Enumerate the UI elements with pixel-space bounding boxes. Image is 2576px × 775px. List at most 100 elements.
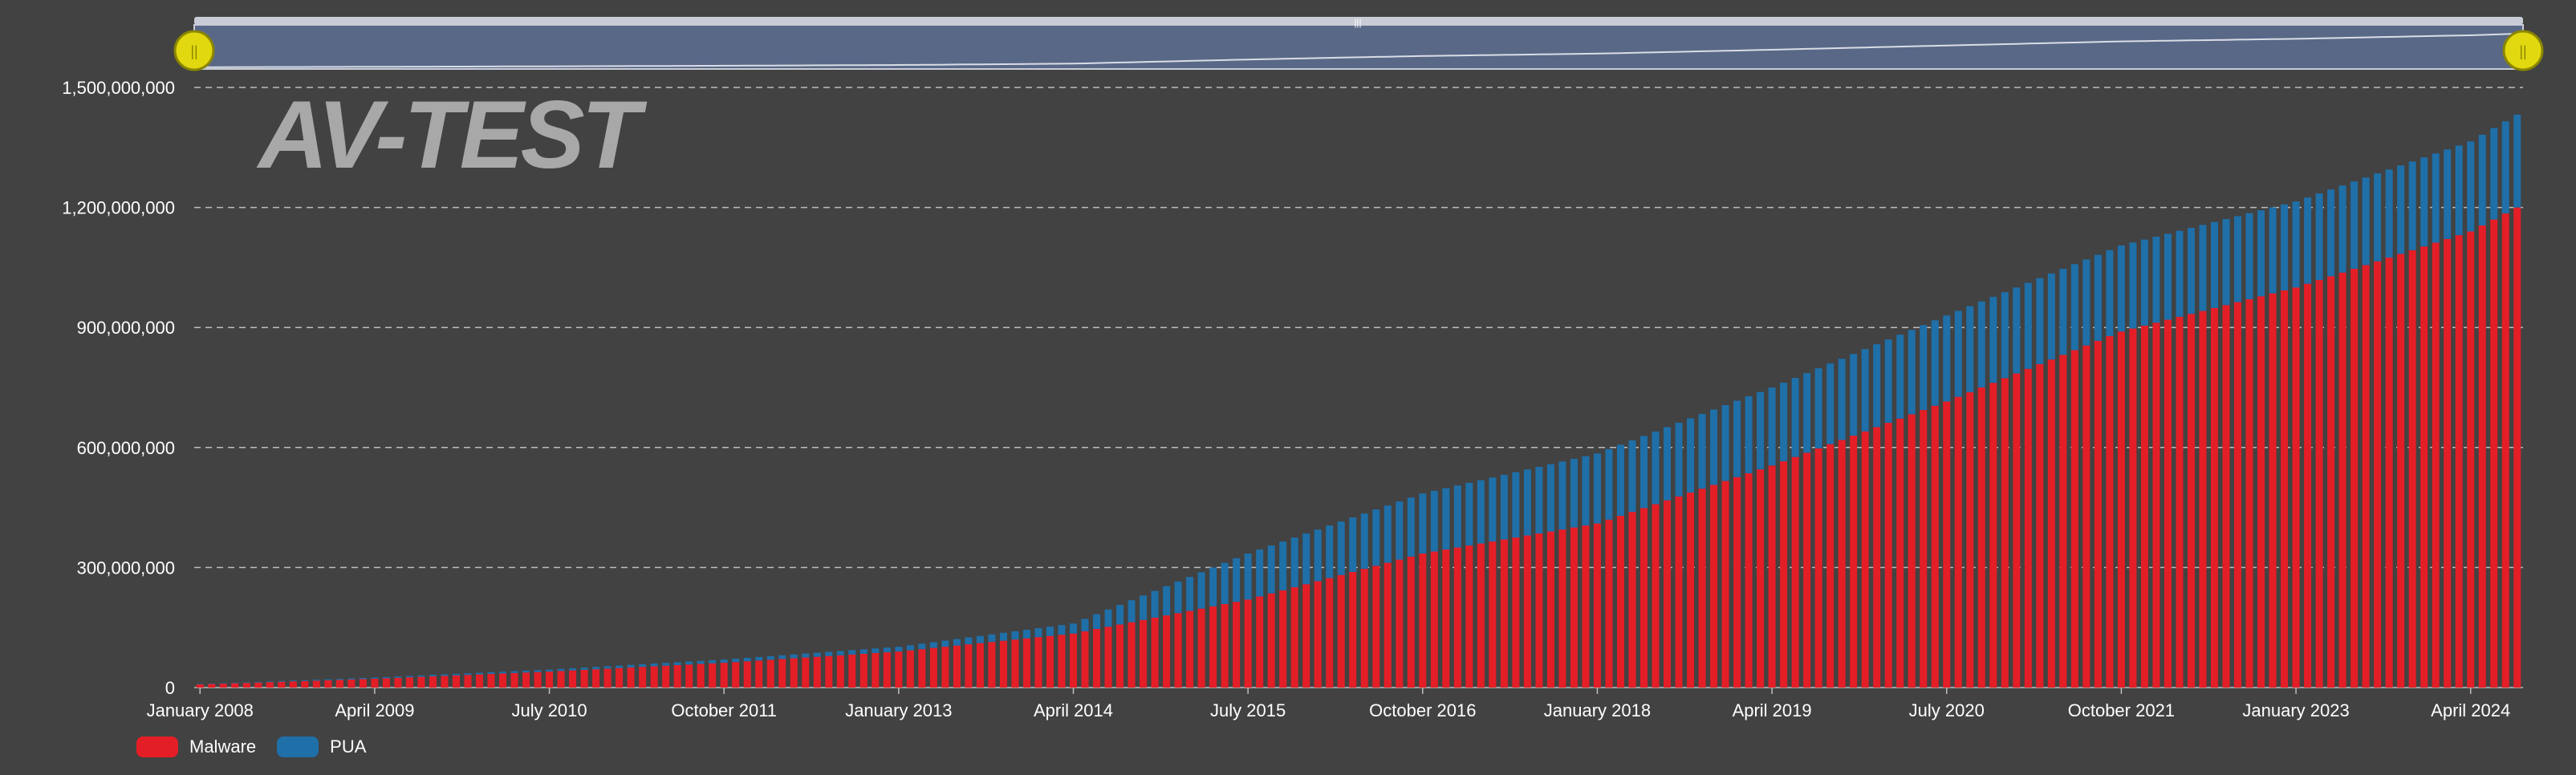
bar-pua[interactable] [1616,444,1624,516]
bar-pua[interactable] [802,653,810,658]
bar-malware[interactable] [2350,269,2359,688]
bar-pua[interactable] [1140,595,1148,620]
bar-pua[interactable] [1920,325,1928,411]
range-navigator[interactable]: ||| || || [173,17,2544,71]
bar-malware[interactable] [2245,298,2253,688]
bar-pua[interactable] [1523,469,1531,536]
bar-malware[interactable] [1780,461,1788,688]
navigator-grip-icon[interactable]: ||| [1354,17,1361,28]
bar-malware[interactable] [2140,325,2148,688]
bar-pua[interactable] [1011,631,1019,640]
bar-malware[interactable] [720,663,728,688]
bar-pua[interactable] [405,676,413,678]
bar-malware[interactable] [1920,410,1928,688]
bar-malware[interactable] [1174,613,1182,688]
bar-malware[interactable] [1337,574,1345,688]
bar-malware[interactable] [324,680,332,688]
bar-pua[interactable] [848,650,856,655]
bar-pua[interactable] [1174,581,1182,614]
bar-pua[interactable] [1290,538,1298,587]
bar-malware[interactable] [929,647,937,688]
bar-malware[interactable] [2501,213,2509,688]
bar-pua[interactable] [918,643,926,650]
bar-malware[interactable] [1582,525,1590,688]
bar-pua[interactable] [1419,493,1427,554]
bar-pua[interactable] [1070,623,1078,634]
bar-pua[interactable] [2292,201,2300,288]
bar-pua[interactable] [1477,480,1485,544]
bar-pua[interactable] [1396,501,1404,560]
bar-malware[interactable] [2455,235,2463,688]
bar-malware[interactable] [2292,287,2300,688]
bar-pua[interactable] [1966,306,1974,392]
bar-malware[interactable] [510,672,518,688]
bar-malware[interactable] [1360,569,1368,688]
bar-malware[interactable] [813,656,821,688]
bar-pua[interactable] [499,672,507,674]
bar-pua[interactable] [639,663,647,667]
bar-malware[interactable] [1687,492,1695,688]
bar-pua[interactable] [2478,134,2486,226]
bar-malware[interactable] [1512,538,1520,688]
bar-malware[interactable] [2199,310,2207,688]
bar-pua[interactable] [1954,310,1962,397]
bar-malware[interactable] [2001,378,2009,688]
bar-pua[interactable] [1383,505,1392,563]
bar-malware[interactable] [1989,383,1997,688]
bar-malware[interactable] [848,654,856,688]
bar-malware[interactable] [1267,593,1275,688]
bar-malware[interactable] [2164,319,2172,688]
bar-pua[interactable] [813,652,821,657]
bar-pua[interactable] [2094,254,2102,341]
bar-malware[interactable] [883,652,891,688]
bar-pua[interactable] [1640,436,1648,509]
bar-malware[interactable] [1022,638,1030,688]
bar-malware[interactable] [1442,549,1450,688]
bar-pua[interactable] [1989,296,1997,383]
bar-pua[interactable] [1850,354,1858,436]
bar-malware[interactable] [452,675,460,688]
bar-malware[interactable] [2210,307,2218,688]
bar-pua[interactable] [1233,558,1241,603]
bar-malware[interactable] [673,665,681,688]
bar-pua[interactable] [2408,161,2416,250]
bar-pua[interactable] [301,680,309,681]
bar-pua[interactable] [1908,330,1916,415]
bar-malware[interactable] [1151,617,1159,688]
bar-malware[interactable] [1745,473,1753,688]
bar-pua[interactable] [673,662,681,666]
bar-pua[interactable] [2455,145,2463,236]
bar-pua[interactable] [1558,461,1566,530]
legend-item-malware[interactable]: Malware [136,736,256,757]
bar-malware[interactable] [2047,359,2055,688]
bar-malware[interactable] [242,683,250,688]
bar-pua[interactable] [1512,472,1520,538]
bar-malware[interactable] [2362,265,2370,688]
bar-malware[interactable] [441,676,449,688]
bar-malware[interactable] [1954,396,1962,688]
bar-malware[interactable] [1383,562,1392,688]
bar-pua[interactable] [1022,629,1030,639]
bar-malware[interactable] [836,655,844,688]
bar-malware[interactable] [999,640,1007,688]
bar-malware[interactable] [1302,584,1310,688]
bar-pua[interactable] [2129,242,2137,329]
bar-malware[interactable] [1256,596,1264,688]
bar-pua[interactable] [1453,485,1461,548]
bar-pua[interactable] [2106,250,2114,336]
bar-malware[interactable] [685,664,693,688]
bar-malware[interactable] [2338,272,2346,688]
bar-pua[interactable] [743,657,751,662]
bar-malware[interactable] [1104,627,1112,688]
bar-malware[interactable] [278,681,286,688]
bar-malware[interactable] [2117,331,2125,688]
bar-malware[interactable] [2036,363,2044,688]
bar-malware[interactable] [1640,508,1648,688]
bar-malware[interactable] [2129,328,2137,688]
bar-pua[interactable] [278,680,286,682]
bar-malware[interactable] [429,676,437,688]
bar-pua[interactable] [580,667,588,670]
bar-pua[interactable] [1931,320,1939,406]
bar-malware[interactable] [1489,541,1497,688]
bar-malware[interactable] [1372,566,1380,688]
